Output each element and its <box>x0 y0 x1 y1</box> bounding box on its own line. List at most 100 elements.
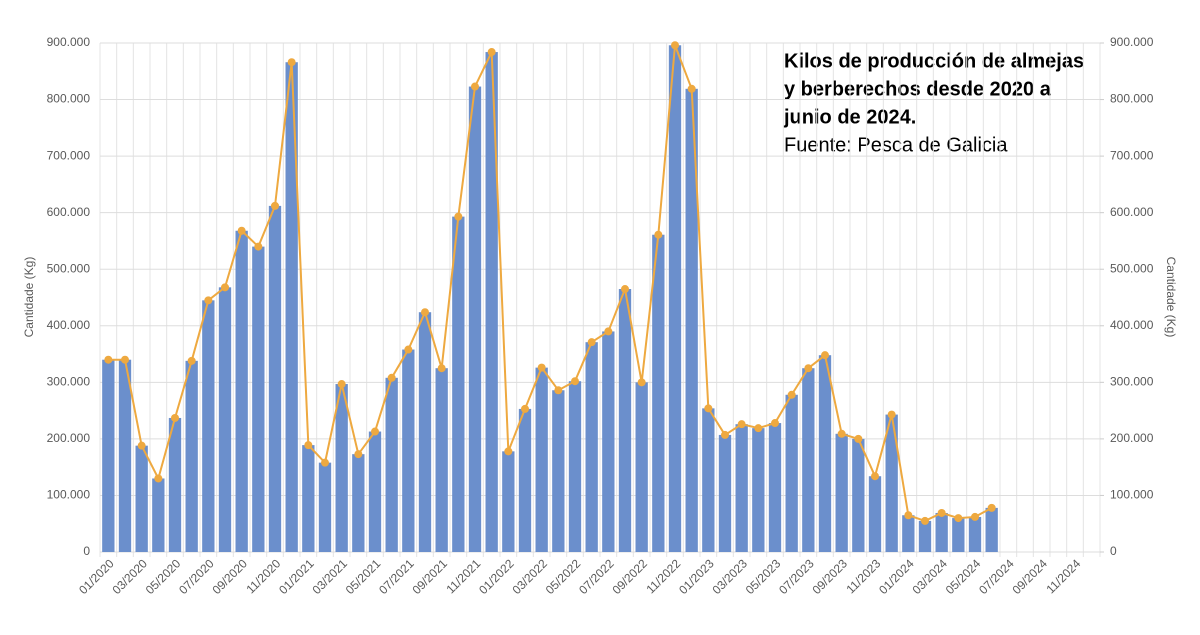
line-point <box>587 338 596 347</box>
y-tick-label: 600.000 <box>47 205 91 219</box>
bar <box>918 520 932 552</box>
bar <box>118 359 132 552</box>
x-tick-label: 09/2022 <box>609 556 650 597</box>
y-tick-label: 0 <box>83 544 90 558</box>
line-point <box>971 512 979 521</box>
line-point <box>471 82 479 91</box>
bar <box>452 216 465 552</box>
x-tick-label: 09/2023 <box>809 556 850 597</box>
line-point <box>704 404 713 413</box>
bar <box>868 476 882 552</box>
x-tick-label: 05/2023 <box>743 556 784 597</box>
y-tick-label: 900.000 <box>47 35 91 49</box>
line-point <box>371 427 379 436</box>
bar <box>652 234 665 552</box>
bar <box>168 417 182 552</box>
line-point <box>621 285 629 294</box>
bar <box>318 462 332 552</box>
bar <box>602 331 615 552</box>
line-point <box>287 58 296 67</box>
bar <box>852 438 865 552</box>
y-tick-label: 400.000 <box>47 318 91 332</box>
x-tick-label: 05/2022 <box>543 556 584 597</box>
x-tick-label: 07/2023 <box>776 556 817 597</box>
bar <box>685 88 698 552</box>
bar <box>202 300 215 552</box>
y-axis-title: Cantidade (Kg) <box>22 257 36 338</box>
x-tick-label: 01/2020 <box>76 556 117 597</box>
x-tick-label: 09/2024 <box>1009 556 1050 597</box>
line-point <box>504 447 513 456</box>
line-point <box>304 441 313 450</box>
line-point <box>854 434 863 443</box>
bar <box>285 62 298 553</box>
line-point <box>437 364 446 373</box>
bar <box>268 205 282 552</box>
x-tick-label: 11/2023 <box>843 556 883 596</box>
x-tick-label: 09/2021 <box>409 556 450 597</box>
line-point <box>804 364 813 373</box>
line-point <box>121 355 129 364</box>
line-point <box>387 373 396 382</box>
line-point <box>221 283 229 292</box>
line-point <box>671 41 679 50</box>
line-point <box>921 516 929 525</box>
line-point <box>454 212 463 221</box>
bar <box>702 408 715 552</box>
line-point <box>787 390 796 399</box>
line-point <box>937 508 946 517</box>
bar <box>985 507 998 552</box>
bar <box>785 394 798 552</box>
line-point <box>604 327 613 336</box>
y-tick-label: 500.000 <box>47 261 91 275</box>
line-point <box>204 296 213 305</box>
bar <box>885 414 898 552</box>
bar <box>468 86 482 552</box>
y2-tick-label: 0 <box>1110 544 1117 558</box>
bar <box>552 390 565 552</box>
x-tick-label: 07/2022 <box>576 556 617 597</box>
bar <box>302 445 315 552</box>
bar <box>618 289 632 552</box>
chart-subtitle: Fuente: Pesca de Galicia <box>784 134 1008 156</box>
bar <box>335 384 348 552</box>
line-point <box>354 450 363 459</box>
line-point <box>537 363 546 372</box>
y-tick-label: 100.000 <box>47 488 91 502</box>
bar <box>218 287 232 552</box>
line-point <box>104 355 113 364</box>
bar <box>135 445 148 552</box>
line-point <box>154 474 163 483</box>
x-tick-label: 11/2024 <box>1043 556 1083 596</box>
bar <box>935 512 948 552</box>
x-tick-label: 09/2020 <box>209 556 250 597</box>
chart-title: y berberechos desde 2020 a <box>784 78 1052 100</box>
bar <box>635 382 648 552</box>
bar <box>235 230 248 552</box>
bar <box>902 515 915 552</box>
line-point <box>521 404 529 413</box>
bar <box>502 451 515 552</box>
y2-tick-label: 100.000 <box>1110 488 1154 502</box>
bar <box>102 359 115 552</box>
x-tick-label: 07/2024 <box>976 556 1017 597</box>
x-tick-label: 07/2021 <box>376 556 417 597</box>
line-point <box>321 458 329 467</box>
bar <box>835 433 848 552</box>
bar <box>402 349 415 552</box>
x-tick-label: 05/2021 <box>343 556 384 597</box>
line-point <box>637 378 646 387</box>
x-tick-label: 01/2024 <box>876 556 917 597</box>
bar <box>968 516 982 552</box>
line-point <box>737 420 746 429</box>
x-tick-label: 07/2020 <box>176 556 217 597</box>
y2-tick-label: 900.000 <box>1110 35 1154 49</box>
line-point <box>771 419 779 428</box>
line-point <box>137 441 146 450</box>
y2-tick-label: 200.000 <box>1110 431 1154 445</box>
bar <box>152 478 165 552</box>
bar <box>352 454 365 552</box>
line-point <box>421 308 429 317</box>
bar <box>418 312 432 552</box>
